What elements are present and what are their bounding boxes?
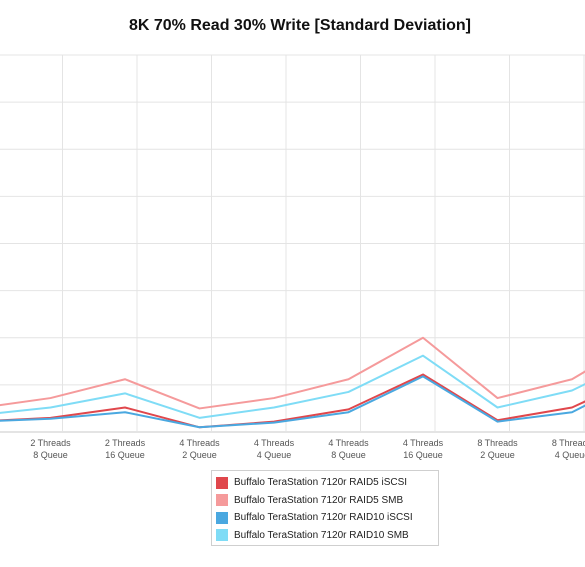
legend-swatch [216,476,228,489]
legend-item[interactable]: Buffalo TeraStation 7120r RAID5 SMB [216,492,434,510]
x-tick-label: 4 Threads 2 Queue [179,438,220,460]
legend-item[interactable]: Buffalo TeraStation 7120r RAID10 SMB [216,527,434,545]
x-tick-label: 4 Threads 8 Queue [328,438,369,460]
grid [0,54,585,433]
legend-label: Buffalo TeraStation 7120r RAID5 iSCSI [234,477,408,489]
legend-item[interactable]: Buffalo TeraStation 7120r RAID10 iSCSI [216,509,434,527]
x-tick-label: 2 Threads 16 Queue [105,438,146,460]
legend-swatch [216,529,228,542]
chart-title: 8K 70% Read 30% Write [Standard Deviatio… [128,17,472,34]
x-tick-label: 8 Threads 2 Queue [477,438,518,460]
series-lines [0,336,585,429]
x-tick-label: 2 Threads 8 Queue [30,438,71,460]
legend-label: Buffalo TeraStation 7120r RAID10 iSCSI [234,512,413,524]
legend-item[interactable]: Buffalo TeraStation 7120r RAID5 iSCSI [216,474,434,492]
legend-swatch [216,511,228,524]
legend-label: Buffalo TeraStation 7120r RAID10 SMB [234,529,409,541]
series-line [0,373,585,429]
series-line [0,354,585,419]
series-line [0,336,585,410]
x-tick-label: 4 Threads 16 Queue [403,438,444,460]
series-line [0,375,585,429]
legend: Buffalo TeraStation 7120r RAID5 iSCSI Buf… [211,470,439,546]
x-tick-label: 4 Threads 4 Queue [254,438,295,460]
legend-label: Buffalo TeraStation 7120r RAID5 SMB [234,494,404,506]
legend-swatch [216,494,228,507]
